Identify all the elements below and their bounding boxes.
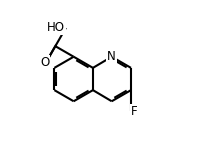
Text: F: F xyxy=(131,105,138,118)
Text: HO: HO xyxy=(47,21,65,34)
Text: N: N xyxy=(107,50,116,63)
Text: O: O xyxy=(40,56,49,69)
